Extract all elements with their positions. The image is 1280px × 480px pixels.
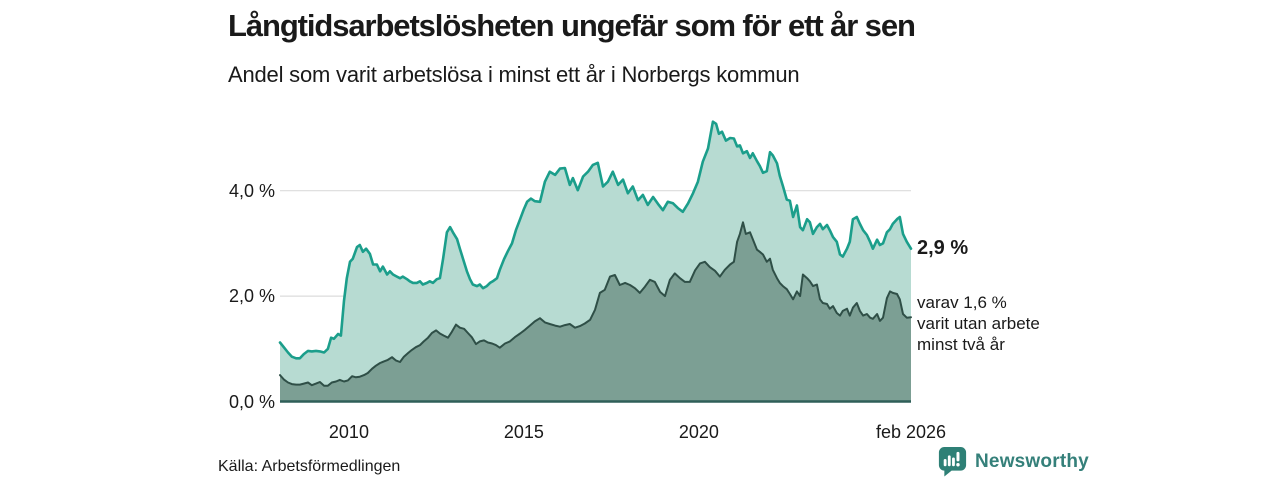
newsworthy-wordmark: Newsworthy	[975, 450, 1089, 472]
latest-value-label: 2,9 %	[917, 237, 969, 259]
area-outline	[279, 221, 912, 387]
x-axis-tick-label: 2015	[503, 422, 544, 442]
secondary-value-annotation: varav 1,6 % varit utan arbete minst två …	[917, 293, 1040, 354]
newsworthy-logo: Newsworthy	[938, 446, 1089, 477]
y-axis-tick-label: 0,0 %	[228, 391, 275, 412]
y-axis-tick-label: 2,0 %	[228, 286, 275, 307]
x-axis-tick-label: 2020	[678, 422, 719, 442]
newsworthy-logo-icon	[938, 446, 967, 477]
area-fill	[280, 222, 911, 402]
area-outline	[278, 120, 913, 360]
chart-title: Långtidsarbetslösheten ungefär som för e…	[228, 8, 916, 43]
chart-subtitle: Andel som varit arbetslösa i minst ett å…	[228, 62, 800, 87]
x-axis-tick-label: feb 2026	[875, 422, 947, 442]
source-attribution: Källa: Arbetsförmedlingen	[218, 458, 401, 475]
y-axis-tick-label: 4,0 %	[228, 180, 275, 201]
x-axis-tick-label: 2010	[328, 422, 369, 442]
